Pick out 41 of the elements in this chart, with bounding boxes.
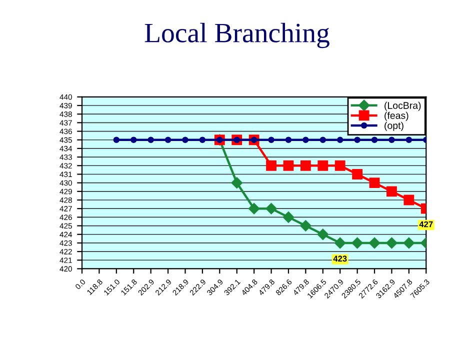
point xyxy=(285,136,292,143)
point xyxy=(368,237,380,249)
point xyxy=(334,237,346,249)
point xyxy=(386,237,398,249)
point xyxy=(403,237,415,249)
legend-label: (LocBra) xyxy=(384,102,421,111)
point xyxy=(318,160,328,171)
point xyxy=(113,136,120,143)
point xyxy=(352,237,363,249)
point xyxy=(336,136,344,143)
point xyxy=(130,136,137,143)
point xyxy=(317,228,328,240)
point xyxy=(231,177,242,188)
point xyxy=(266,202,277,214)
point xyxy=(164,136,172,143)
point xyxy=(386,186,397,197)
point xyxy=(282,212,294,223)
point xyxy=(199,136,206,143)
point xyxy=(320,136,326,143)
point xyxy=(182,136,188,143)
point xyxy=(406,136,412,143)
point xyxy=(283,160,294,171)
point xyxy=(334,160,346,171)
point xyxy=(300,160,311,171)
point xyxy=(266,160,276,171)
point xyxy=(148,136,154,143)
point xyxy=(371,136,378,143)
point xyxy=(268,136,274,143)
point xyxy=(404,194,414,206)
point xyxy=(300,220,312,232)
point xyxy=(388,136,395,143)
legend-label: (feas) xyxy=(384,112,408,121)
chart-title: Local Branching xyxy=(144,22,330,48)
point xyxy=(248,202,260,214)
data-label: 427 xyxy=(419,221,433,228)
point xyxy=(352,169,363,180)
point xyxy=(302,136,309,143)
point xyxy=(369,178,380,188)
point xyxy=(354,136,360,143)
data-label: 423 xyxy=(333,256,347,262)
legend-label: (opt) xyxy=(384,122,404,131)
